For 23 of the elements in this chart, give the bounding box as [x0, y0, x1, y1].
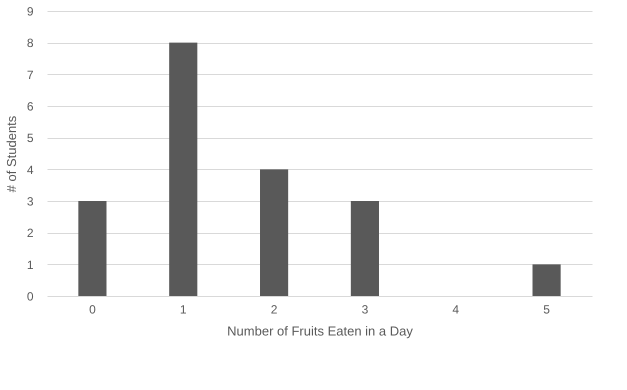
bar — [78, 201, 106, 296]
bar — [260, 169, 288, 296]
x-tick-label: 5 — [543, 302, 550, 316]
y-tick-label: 5 — [26, 131, 34, 146]
x-axis-title: Number of Fruits Eaten in a Day — [227, 324, 414, 338]
x-tick-label: 4 — [452, 302, 460, 316]
x-tick-label: 1 — [180, 302, 187, 316]
y-tick-label: 4 — [26, 162, 34, 177]
y-axis-title: # of Students — [4, 115, 19, 192]
y-tick-label: 0 — [26, 290, 34, 304]
y-tick-label: 8 — [26, 36, 34, 50]
y-tick-label: 3 — [26, 194, 34, 208]
y-tick-label: 9 — [26, 4, 34, 18]
x-tick-label: 2 — [270, 302, 278, 316]
x-tick-label: 0 — [89, 302, 96, 316]
bar — [350, 201, 379, 296]
x-tick-label: 3 — [362, 302, 369, 316]
y-tick-label: 6 — [26, 100, 34, 114]
y-tick-label: 2 — [26, 226, 34, 240]
y-tick-label: 7 — [26, 68, 34, 82]
y-tick-label: 1 — [26, 258, 34, 272]
bar — [169, 42, 198, 296]
bar — [532, 264, 561, 296]
